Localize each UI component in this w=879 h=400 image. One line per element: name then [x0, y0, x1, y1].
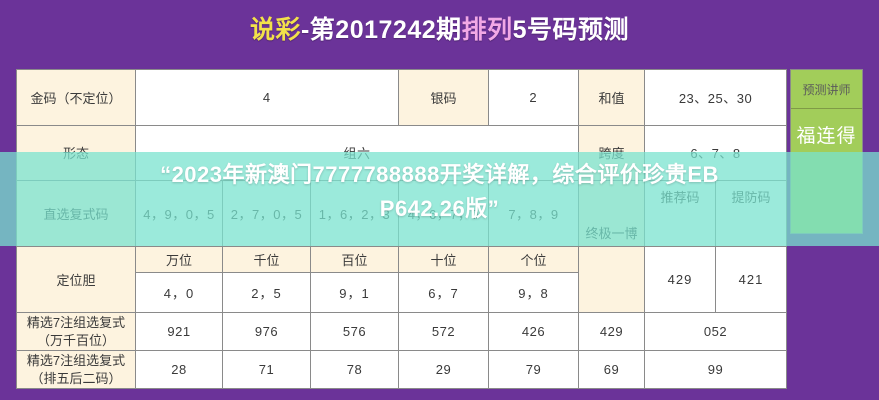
cell-header-wan: 万位: [135, 246, 223, 273]
select7-top3-line1: 精选7注组选复式: [26, 314, 126, 330]
cell-label-gold-code: 金码（不定位）: [16, 69, 136, 126]
cell-final-bet-spacer: [578, 246, 645, 313]
watermark-band: [0, 152, 879, 246]
cell-select7-top3-3: 576: [310, 312, 399, 351]
table-row: 4，0 2，5 9，1 6，7 9，8: [17, 272, 787, 313]
cell-header-bai: 百位: [310, 246, 399, 273]
cell-label-select7-last2: 精选7注组选复式 （排五后二码）: [16, 350, 136, 389]
title-segment-game: 排列: [461, 15, 513, 44]
title-segment-suffix: 5号码预测: [512, 15, 630, 44]
watermark-line-1: “2023年新澳门7777788888开奖详解，综合评价珍贵EB: [160, 162, 719, 187]
cell-value-qian: 2，5: [222, 272, 311, 313]
table-row: 精选7注组选复式 （万千百位） 921 976 576 572 426 429 0…: [16, 312, 788, 351]
page-title-bar: 说彩-第2017242期排列5号码预测: [0, 0, 879, 60]
cell-value-avoid-code: 421: [714, 246, 788, 313]
cell-header-qian: 千位: [222, 246, 311, 273]
table-row: 金码（不定位） 4 银码 2 和值 23、25、30: [16, 69, 788, 126]
title-segment-issue: -第2017242期: [300, 15, 462, 44]
cell-label-silver-code: 银码: [398, 69, 489, 126]
table-row: 定位胆 万位 千位 百位 十位 个位 429 421: [16, 246, 788, 313]
cell-select7-last2-6: 69: [578, 350, 645, 389]
cell-label-position-bold: 定位胆: [16, 246, 136, 313]
cell-select7-top3-4: 572: [398, 312, 489, 351]
cell-value-sum: 23、25、30: [643, 69, 788, 126]
cell-label-sum: 和值: [578, 69, 645, 126]
cell-value-wan: 4，0: [135, 272, 223, 313]
watermark-text: “2023年新澳门7777788888开奖详解，综合评价珍贵EB P642.26…: [0, 158, 879, 226]
cell-header-ge: 个位: [488, 246, 579, 273]
select7-last2-line1: 精选7注组选复式: [26, 352, 126, 368]
cell-value-silver-code: 2: [488, 69, 579, 126]
cell-select7-last2-7: 99: [643, 350, 788, 389]
cell-select7-last2-3: 78: [310, 350, 399, 389]
cell-select7-top3-1: 921: [135, 312, 223, 351]
cell-value-gold-code: 4: [135, 69, 399, 126]
instructor-name: 福连得: [796, 126, 857, 147]
cell-header-shi: 十位: [398, 246, 489, 273]
cell-label-select7-top3: 精选7注组选复式 （万千百位）: [16, 312, 136, 351]
table-row: 精选7注组选复式 （排五后二码） 28 71 78 29 79 69 99: [16, 350, 788, 389]
cell-select7-last2-2: 71: [222, 350, 311, 389]
cell-value-bai: 9，1: [310, 272, 399, 313]
cell-select7-top3-6: 429: [578, 312, 645, 351]
instructor-panel-header: 预测讲师: [791, 70, 862, 109]
page-title: 说彩-第2017242期排列5号码预测: [249, 15, 630, 44]
cell-value-recommend-code: 429: [644, 246, 716, 313]
select7-top3-line2: （万千百位）: [36, 332, 115, 348]
title-segment-brand: 说彩: [249, 15, 301, 44]
cell-select7-last2-1: 28: [135, 350, 223, 389]
cell-select7-top3-2: 976: [222, 312, 311, 351]
cell-select7-top3-7: 052: [643, 312, 788, 351]
cell-value-shi: 6，7: [398, 272, 489, 313]
cell-select7-top3-5: 426: [488, 312, 579, 351]
cell-value-ge: 9，8: [488, 272, 579, 313]
cell-select7-last2-5: 79: [488, 350, 579, 389]
watermark-line-2: P642.26版”: [379, 196, 500, 221]
cell-select7-last2-4: 29: [398, 350, 489, 389]
select7-last2-line2: （排五后二码）: [30, 370, 122, 386]
